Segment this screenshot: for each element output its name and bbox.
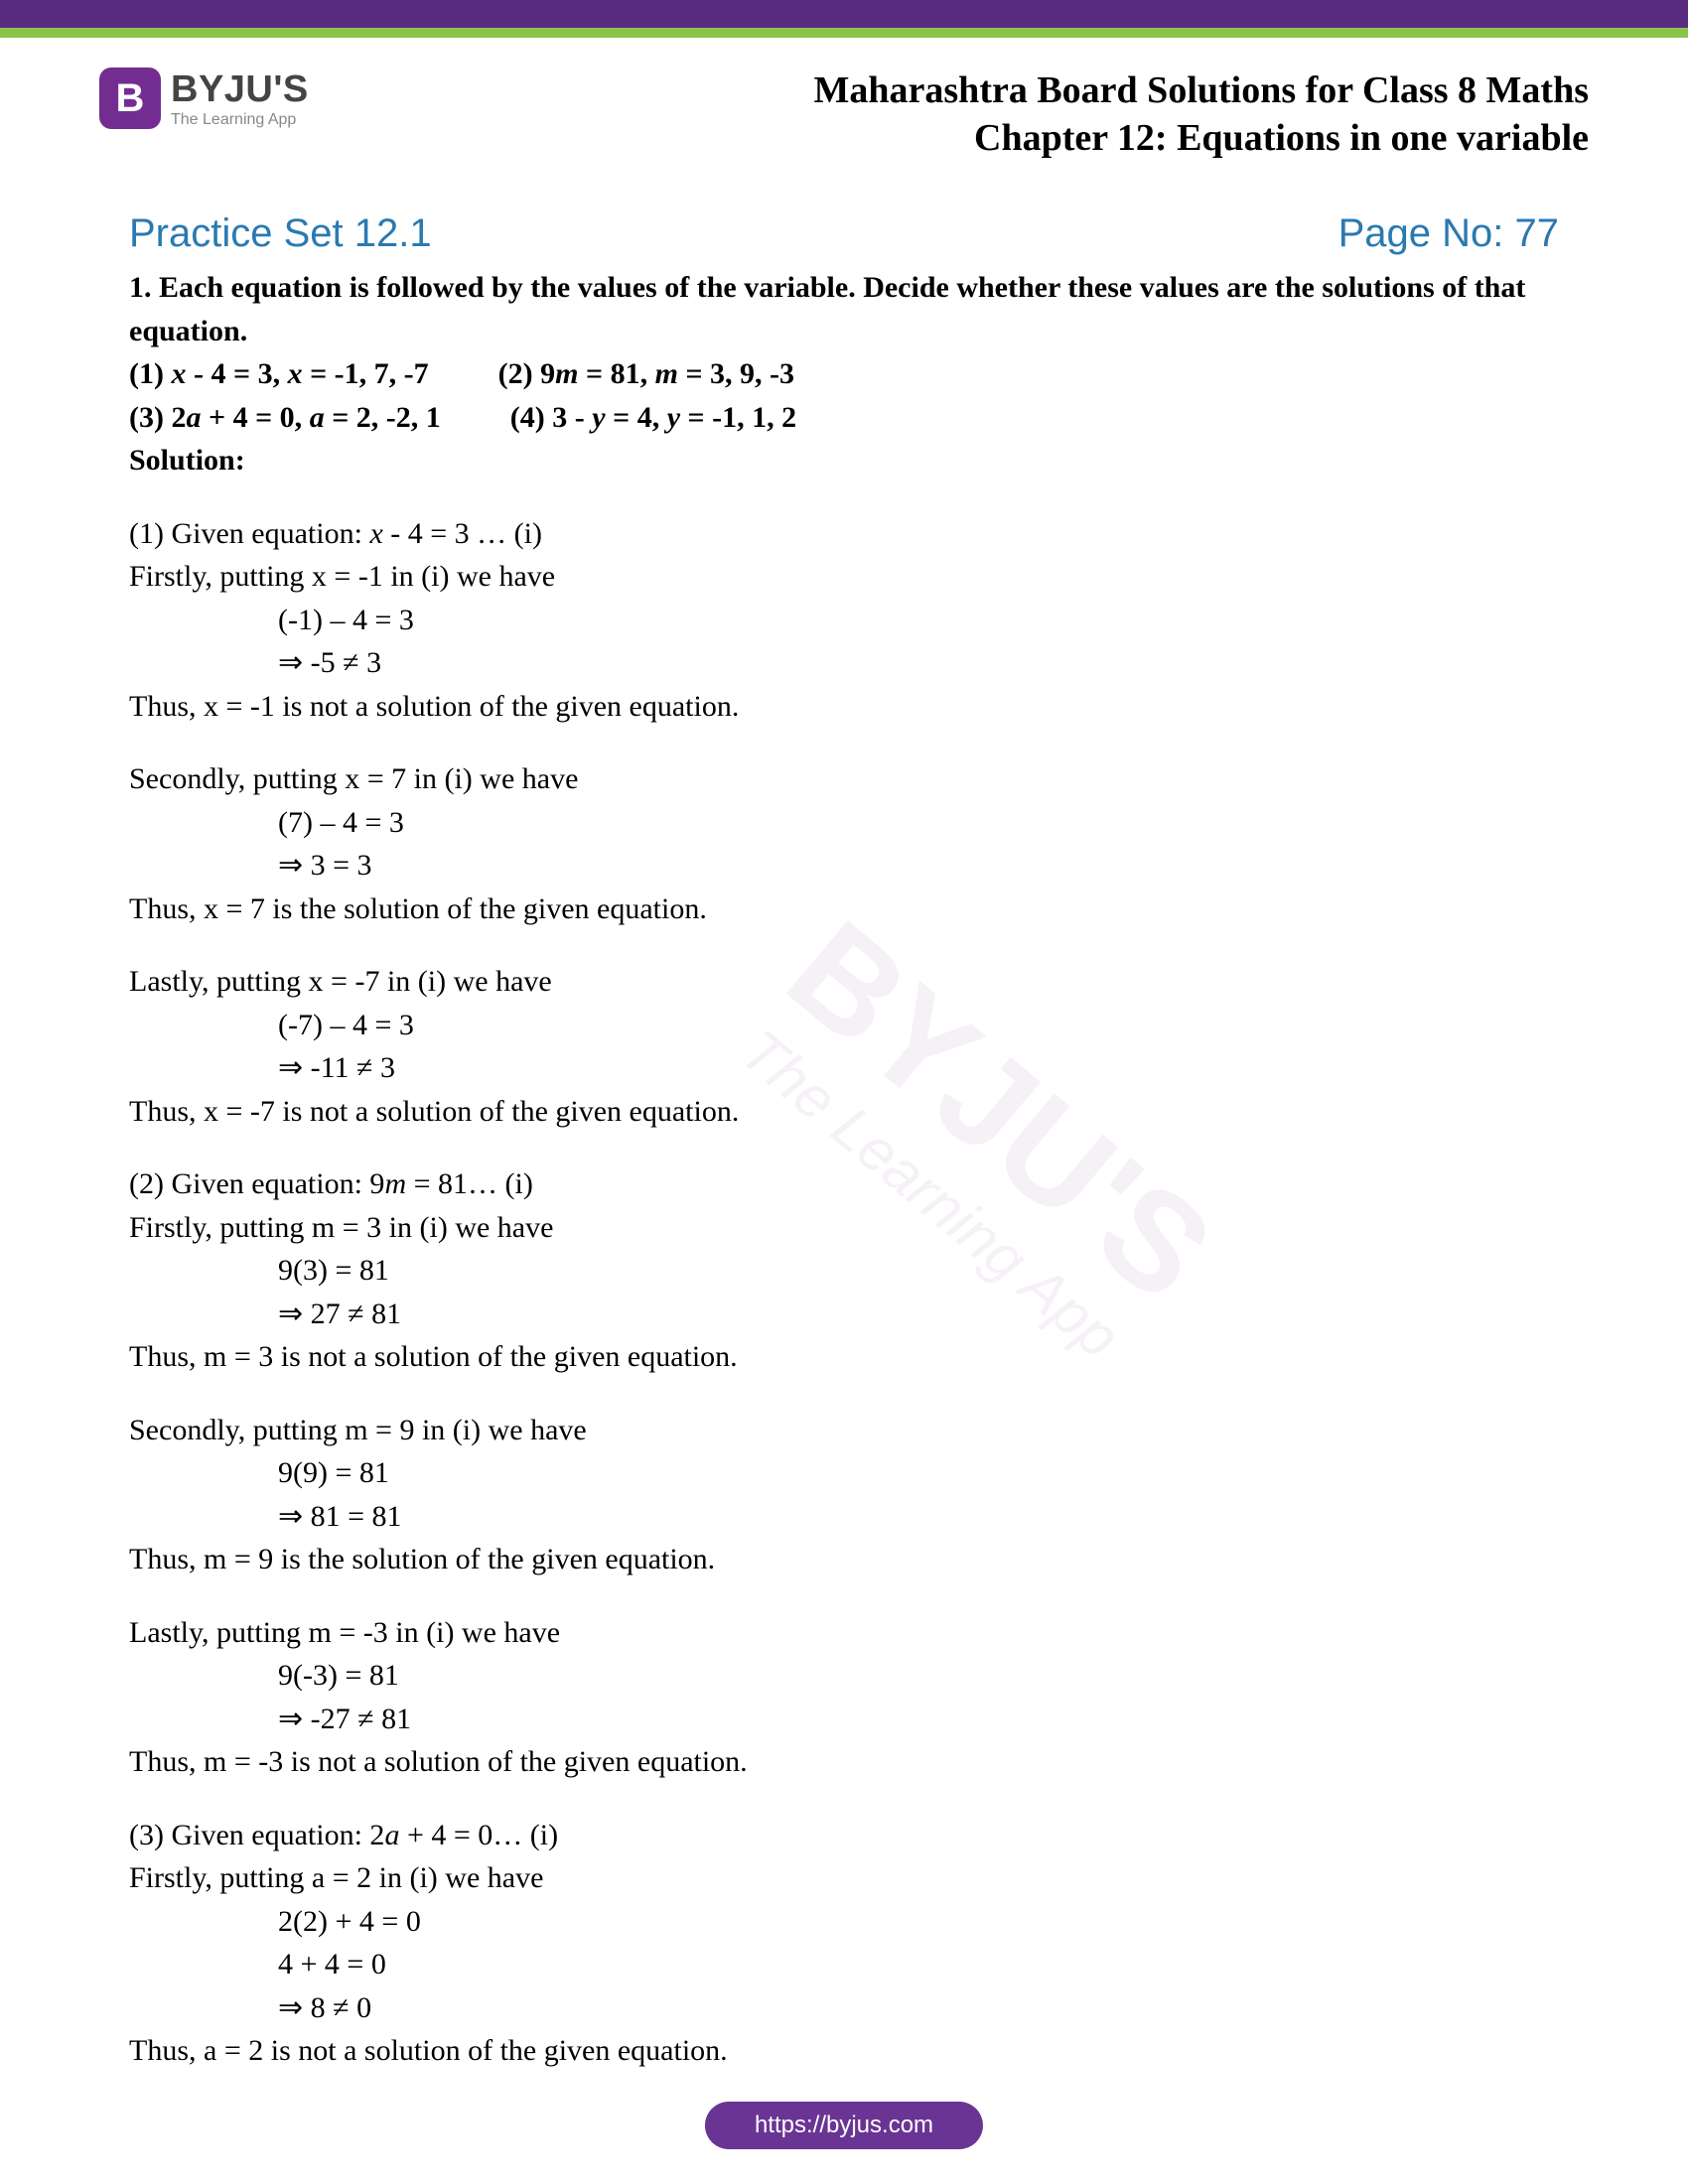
sol-line: Lastly, putting x = -7 in (i) we have — [129, 960, 1559, 1004]
solution-label: Solution: — [129, 439, 1559, 482]
sol-line: (-7) – 4 = 3 — [129, 1004, 1559, 1047]
sol-line: Firstly, putting x = -1 in (i) we have — [129, 555, 1559, 599]
sol-line: ⇒ 8 ≠ 0 — [129, 1986, 1559, 2030]
sol-line: (7) – 4 = 3 — [129, 801, 1559, 845]
sol-line: ⇒ 81 = 81 — [129, 1495, 1559, 1539]
sol-line: Thus, m = 9 is the solution of the given… — [129, 1538, 1559, 1581]
question-block: 1. Each equation is followed by the valu… — [129, 266, 1559, 482]
sol-line: ⇒ -11 ≠ 3 — [129, 1046, 1559, 1090]
sol-line: Firstly, putting m = 3 in (i) we have — [129, 1206, 1559, 1250]
question-options-row-2: (3) 2a + 4 = 0, a = 2, -2, 1 (4) 3 - y =… — [129, 396, 1559, 440]
title-line-1: Maharashtra Board Solutions for Class 8 … — [814, 68, 1589, 115]
solution-body: (1) Given equation: x - 4 = 3 … (i) Firs… — [129, 482, 1559, 2073]
sol-line: ⇒ 3 = 3 — [129, 844, 1559, 887]
sol-line: Thus, x = -1 is not a solution of the gi… — [129, 685, 1559, 729]
header-row: B BYJU'S The Learning App Maharashtra Bo… — [0, 38, 1688, 172]
footer-url-pill[interactable]: https://byjus.com — [705, 2102, 983, 2149]
option-4: (4) 3 - y = 4, y = -1, 1, 2 — [510, 396, 796, 440]
sol-line: Firstly, putting a = 2 in (i) we have — [129, 1856, 1559, 1900]
sol-line: Secondly, putting m = 9 in (i) we have — [129, 1409, 1559, 1452]
sol-line: (-1) – 4 = 3 — [129, 599, 1559, 642]
sol-line: Lastly, putting m = -3 in (i) we have — [129, 1611, 1559, 1655]
sol-line: 9(9) = 81 — [129, 1451, 1559, 1495]
logo-tagline: The Learning App — [171, 111, 309, 129]
sol-line: Thus, x = -7 is not a solution of the gi… — [129, 1090, 1559, 1134]
sol-line: (1) Given equation: x - 4 = 3 … (i) — [129, 512, 1559, 556]
sol-line: 2(2) + 4 = 0 — [129, 1900, 1559, 1944]
sol-line: Secondly, putting x = 7 in (i) we have — [129, 757, 1559, 801]
sol-line: Thus, m = -3 is not a solution of the gi… — [129, 1740, 1559, 1784]
section-row: Practice Set 12.1 Page No: 77 — [129, 211, 1559, 256]
sol-line: ⇒ -5 ≠ 3 — [129, 641, 1559, 685]
practice-set-title: Practice Set 12.1 — [129, 211, 432, 256]
option-2: (2) 9m = 81, m = 3, 9, -3 — [498, 352, 794, 396]
question-intro: 1. Each equation is followed by the valu… — [129, 266, 1559, 352]
question-options-row-1: (1) x - 4 = 3, x = -1, 7, -7 (2) 9m = 81… — [129, 352, 1559, 396]
option-3: (3) 2a + 4 = 0, a = 2, -2, 1 — [129, 396, 441, 440]
sol-line: 4 + 4 = 0 — [129, 1943, 1559, 1986]
sol-line: 9(-3) = 81 — [129, 1654, 1559, 1698]
green-accent-bar — [0, 28, 1688, 38]
sol-line: Thus, a = 2 is not a solution of the giv… — [129, 2029, 1559, 2073]
sol-line: Thus, x = 7 is the solution of the given… — [129, 887, 1559, 931]
sol-line: (2) Given equation: 9m = 81… (i) — [129, 1162, 1559, 1206]
page-number: Page No: 77 — [1338, 211, 1559, 256]
title-line-2: Chapter 12: Equations in one variable — [814, 115, 1589, 163]
footer-url: https://byjus.com — [755, 2112, 933, 2138]
sol-line: Thus, m = 3 is not a solution of the giv… — [129, 1335, 1559, 1379]
sol-line: ⇒ -27 ≠ 81 — [129, 1698, 1559, 1741]
logo-name: BYJU'S — [171, 68, 309, 111]
option-1: (1) x - 4 = 3, x = -1, 7, -7 — [129, 352, 429, 396]
logo-badge-icon: B — [99, 68, 161, 129]
logo-text: BYJU'S The Learning App — [171, 68, 309, 129]
content-area: Practice Set 12.1 Page No: 77 1. Each eq… — [0, 172, 1688, 2073]
page-title: Maharashtra Board Solutions for Class 8 … — [814, 68, 1589, 162]
sol-line: 9(3) = 81 — [129, 1249, 1559, 1293]
logo-block: B BYJU'S The Learning App — [99, 68, 309, 129]
sol-line: (3) Given equation: 2a + 4 = 0… (i) — [129, 1814, 1559, 1857]
top-purple-bar — [0, 0, 1688, 28]
sol-line: ⇒ 27 ≠ 81 — [129, 1293, 1559, 1336]
logo-letter: B — [116, 76, 145, 121]
